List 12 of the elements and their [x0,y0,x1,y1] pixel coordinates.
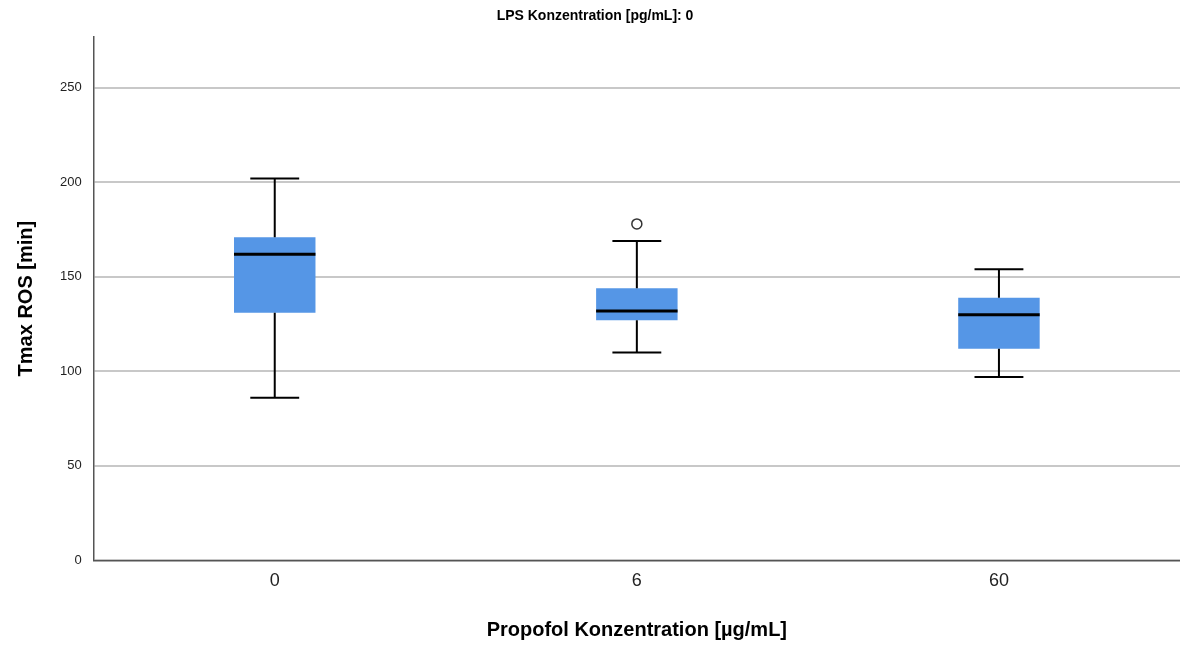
y-tick-label: 200 [59,173,82,189]
x-axis-title: Propofol Konzentration [µg/mL] [486,617,788,640]
y-tick-label: 250 [59,79,82,95]
x-tick-label: 6 [631,570,642,591]
y-tick-label: 50 [67,457,82,473]
y-axis-title: Tmax ROS [min] [13,220,36,377]
y-tick-label: 0 [74,551,82,567]
x-tick-label: 60 [988,570,1009,591]
y-tick-label: 100 [59,362,82,378]
chart-title: LPS Konzentration [pg/mL]: 0 [496,7,694,24]
x-tick-label: 0 [269,570,280,591]
y-tick-label: 150 [59,268,82,284]
